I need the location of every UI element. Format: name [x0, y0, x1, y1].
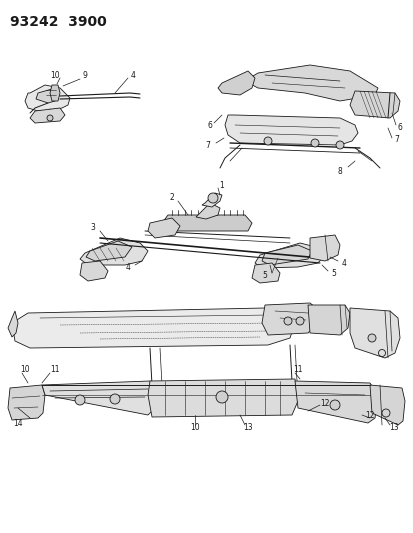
- Polygon shape: [8, 311, 18, 337]
- Text: 4: 4: [341, 259, 346, 268]
- Polygon shape: [80, 261, 108, 281]
- Circle shape: [335, 141, 343, 149]
- Circle shape: [310, 139, 318, 147]
- Text: 8: 8: [337, 166, 342, 175]
- Text: 11: 11: [292, 365, 302, 374]
- Polygon shape: [42, 381, 154, 415]
- Polygon shape: [369, 385, 404, 425]
- Text: 6: 6: [396, 124, 401, 133]
- Text: 13: 13: [388, 424, 398, 432]
- Polygon shape: [147, 379, 297, 417]
- Text: 1: 1: [219, 181, 224, 190]
- Text: 93242  3900: 93242 3900: [10, 15, 107, 29]
- Polygon shape: [252, 263, 279, 283]
- Polygon shape: [349, 91, 399, 118]
- Polygon shape: [30, 108, 65, 123]
- Text: 2: 2: [169, 193, 174, 203]
- Text: 5: 5: [331, 269, 336, 278]
- Circle shape: [263, 137, 271, 145]
- Text: 10: 10: [190, 424, 199, 432]
- Polygon shape: [50, 85, 60, 101]
- Text: 9: 9: [82, 70, 87, 79]
- Circle shape: [283, 317, 291, 325]
- Circle shape: [207, 193, 218, 203]
- Polygon shape: [349, 308, 399, 358]
- Text: 7: 7: [394, 135, 399, 144]
- Text: 7: 7: [205, 141, 210, 149]
- Text: 11: 11: [50, 365, 59, 374]
- Polygon shape: [218, 71, 254, 95]
- Polygon shape: [202, 193, 221, 207]
- Polygon shape: [36, 89, 58, 103]
- Polygon shape: [294, 381, 377, 423]
- Polygon shape: [86, 241, 132, 261]
- Circle shape: [295, 317, 303, 325]
- Polygon shape: [8, 385, 45, 420]
- Polygon shape: [261, 245, 311, 265]
- Polygon shape: [254, 243, 324, 268]
- Text: 10: 10: [50, 70, 59, 79]
- Circle shape: [47, 115, 53, 121]
- Circle shape: [367, 334, 375, 342]
- Text: 12: 12: [364, 410, 374, 419]
- Polygon shape: [147, 218, 180, 238]
- Circle shape: [110, 394, 120, 404]
- Polygon shape: [261, 303, 319, 335]
- Circle shape: [216, 391, 228, 403]
- Polygon shape: [25, 85, 70, 111]
- Polygon shape: [195, 203, 219, 219]
- Polygon shape: [12, 308, 294, 348]
- Text: 3: 3: [90, 223, 95, 232]
- Text: 4: 4: [130, 70, 135, 79]
- Polygon shape: [80, 238, 147, 265]
- Polygon shape: [161, 215, 252, 231]
- Polygon shape: [224, 115, 357, 145]
- Text: 13: 13: [242, 424, 252, 432]
- Text: 14: 14: [13, 418, 23, 427]
- Circle shape: [329, 400, 339, 410]
- Circle shape: [75, 395, 85, 405]
- Polygon shape: [307, 305, 349, 335]
- Text: 4: 4: [125, 263, 130, 272]
- Text: 10: 10: [20, 365, 30, 374]
- Text: 6: 6: [207, 122, 212, 131]
- Polygon shape: [244, 65, 377, 101]
- Polygon shape: [309, 235, 339, 261]
- Text: 12: 12: [320, 399, 329, 408]
- Text: 5: 5: [262, 271, 267, 280]
